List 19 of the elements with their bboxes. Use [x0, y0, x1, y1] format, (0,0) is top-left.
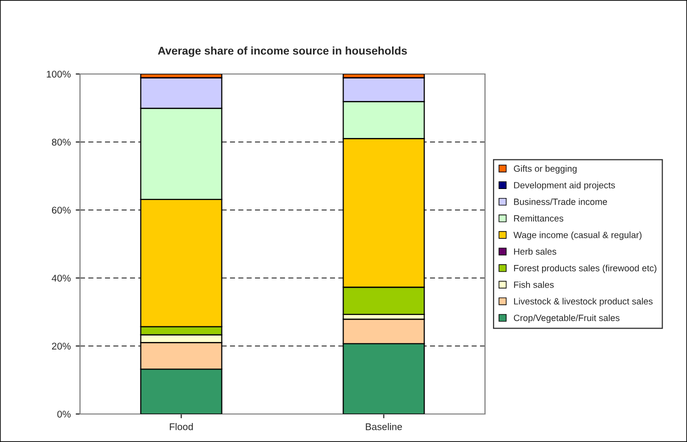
x-tick-label: Flood: [170, 423, 193, 430]
y-tick-label: 80%: [52, 138, 71, 146]
legend-label: Wage income (casual & regular): [513, 232, 642, 240]
y-tick-label: 40%: [52, 274, 71, 282]
legend-label: Gifts or begging: [514, 165, 577, 174]
legend-label: Forest products sales (firewood etc): [514, 264, 656, 274]
legend-label: Remittances: [514, 214, 564, 222]
y-tick-label: 100%: [46, 70, 71, 78]
legend-label: Fish sales: [514, 281, 554, 288]
legend-label: Business/Trade income: [514, 198, 608, 205]
legend-label: Livestock & livestock product sales: [514, 298, 653, 306]
x-tick-label: Baseline: [366, 423, 402, 430]
y-tick-label: 60%: [52, 206, 71, 214]
chart-title: Average share of income source in households: [158, 46, 407, 57]
legend-label: Herb sales: [514, 248, 556, 255]
legend-label: Development aid projects: [514, 182, 615, 190]
y-tick-label: 20%: [52, 342, 71, 350]
legend-label: Crop/Vegetable/Fruit sales: [514, 314, 620, 323]
y-tick-label: 0%: [57, 410, 71, 418]
